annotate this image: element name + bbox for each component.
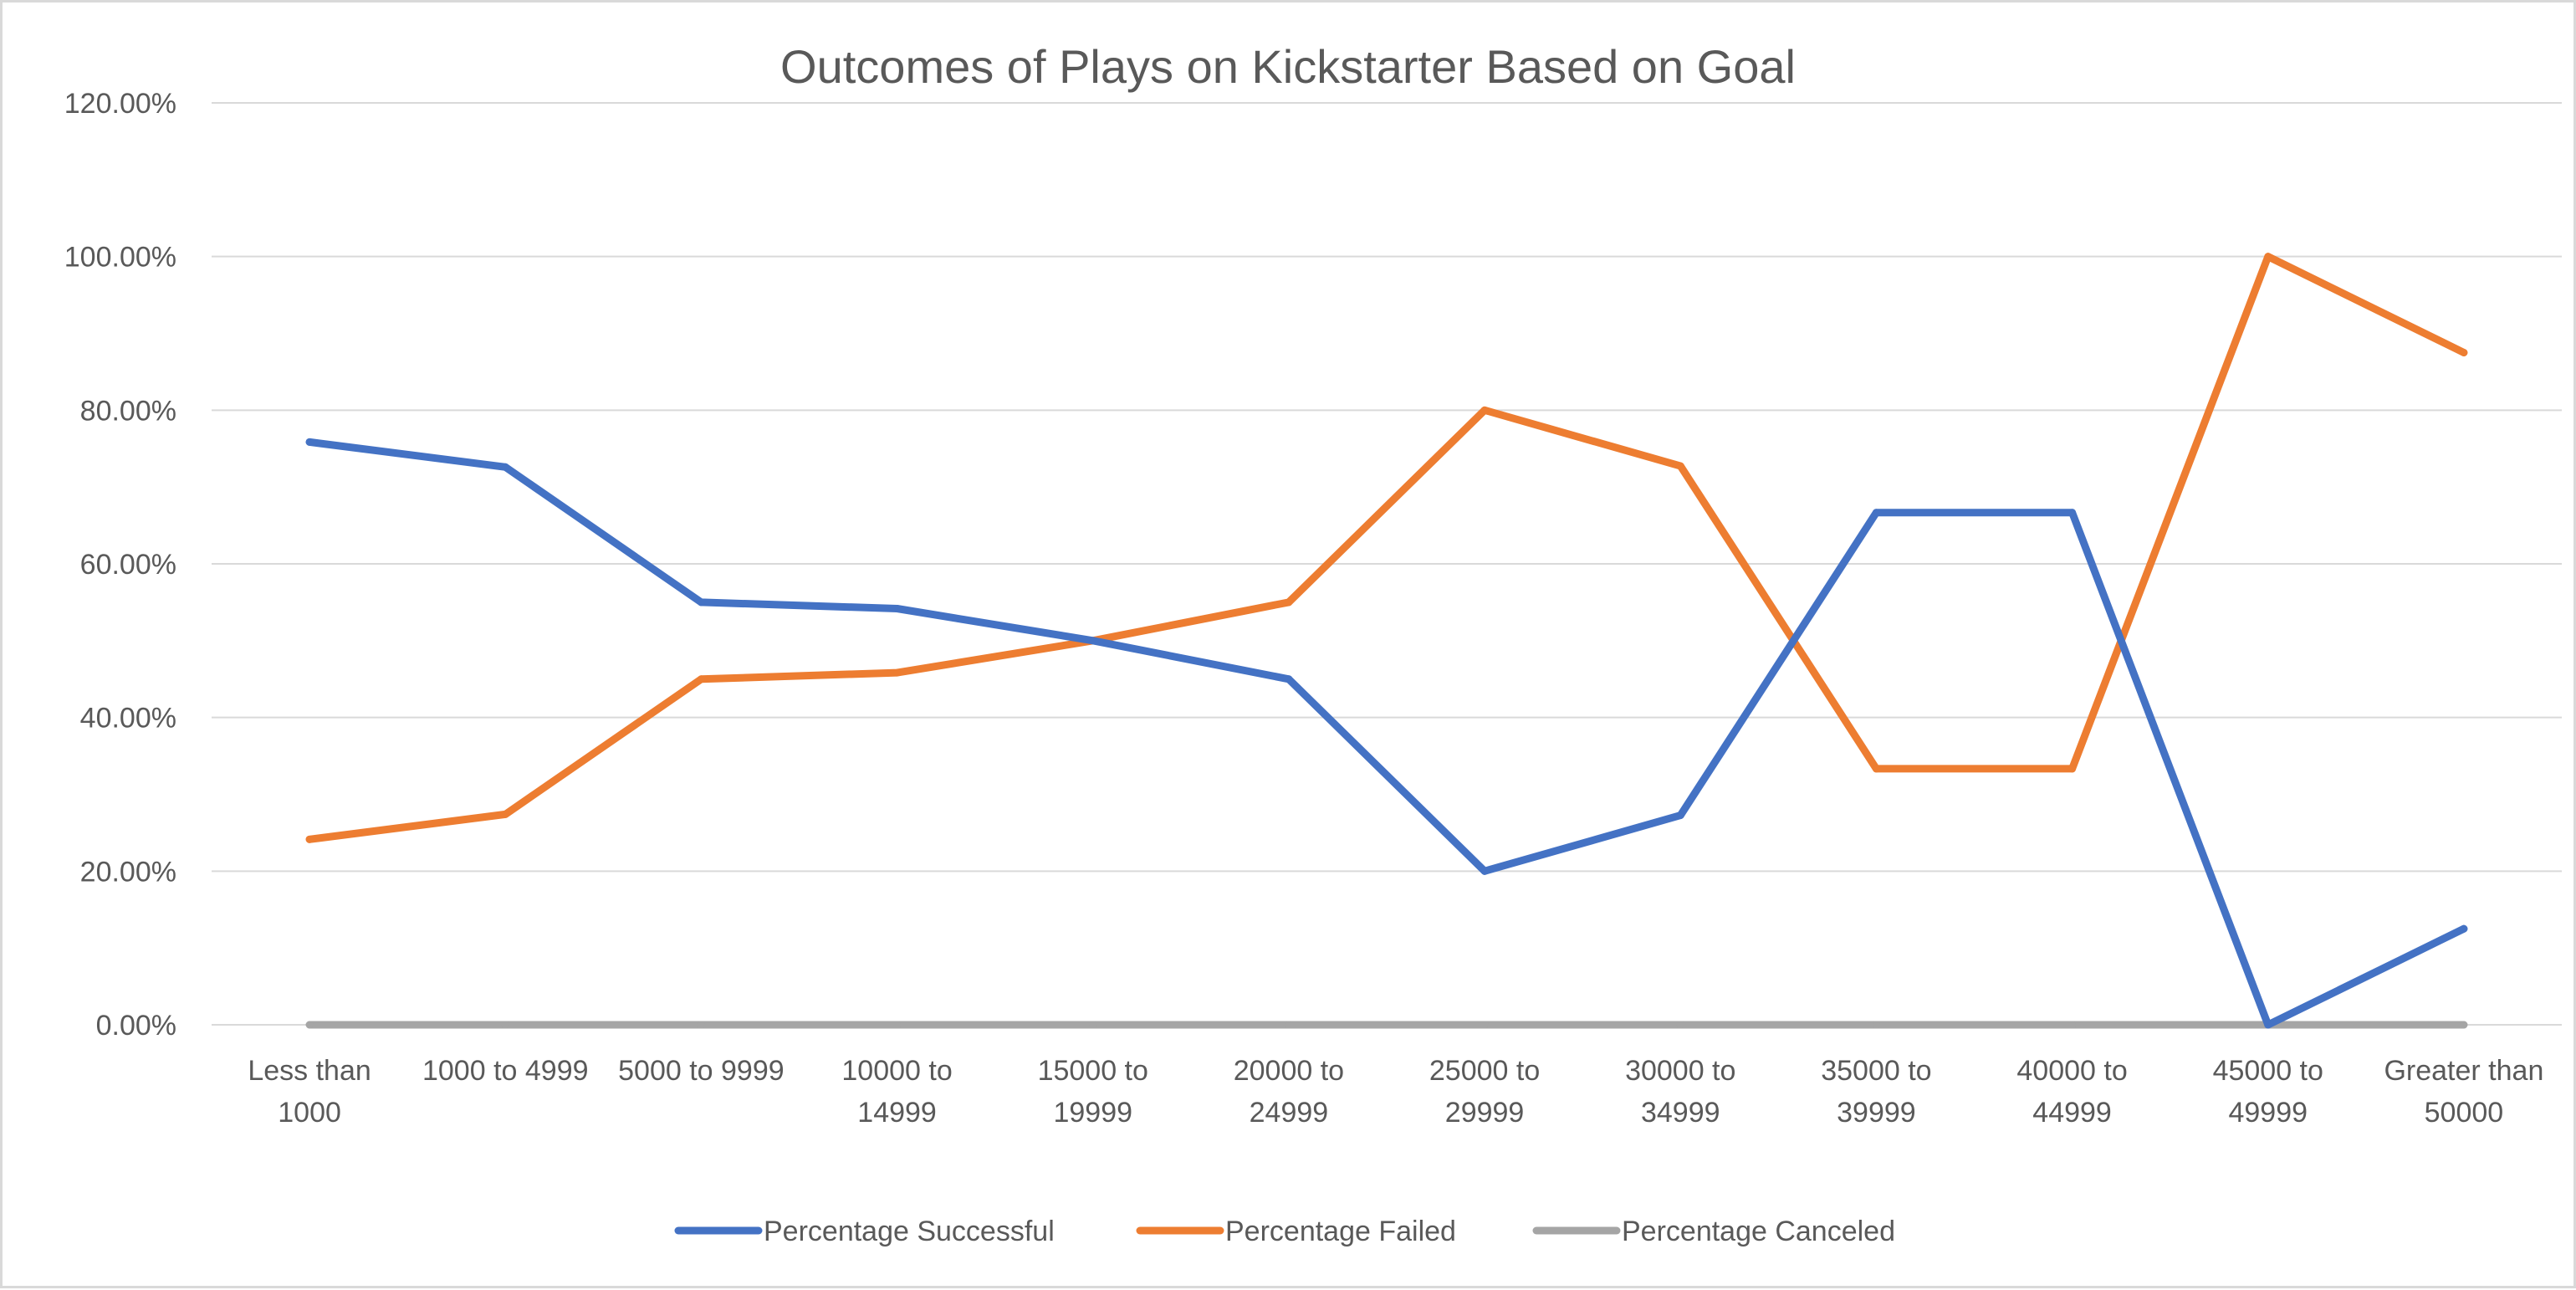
- data-point: [2068, 509, 2077, 517]
- x-tick-label-line: 50000: [2425, 1097, 2504, 1129]
- legend-label: Percentage Successful: [764, 1216, 1055, 1247]
- x-tick-label-line: 44999: [2032, 1097, 2112, 1129]
- data-point: [1089, 1021, 1097, 1029]
- data-point: [1285, 1021, 1293, 1029]
- x-tick-label-line: 19999: [1053, 1097, 1132, 1129]
- x-tick-label-line: 49999: [2228, 1097, 2308, 1129]
- x-tick-label-line: 40000 to: [2016, 1055, 2127, 1087]
- data-point: [1480, 1021, 1489, 1029]
- x-tick-label: 30000 to 34999: [1625, 1055, 1735, 1129]
- legend-label: Percentage Canceled: [1622, 1216, 1895, 1247]
- x-tick-label-line: 10000 to: [841, 1055, 952, 1087]
- data-point: [697, 598, 705, 607]
- x-tick-label-line: 15000 to: [1038, 1055, 1148, 1087]
- data-point: [2264, 253, 2272, 261]
- data-point: [2068, 1021, 2077, 1029]
- data-point: [1872, 509, 1880, 517]
- x-tick-label-line: Greater than: [2384, 1055, 2543, 1087]
- data-point: [1285, 675, 1293, 683]
- data-point: [893, 1021, 902, 1029]
- x-tick-label-line: 25000 to: [1429, 1055, 1540, 1087]
- data-point: [1285, 598, 1293, 607]
- x-tick-label-line: 1000: [278, 1097, 341, 1129]
- x-tick-label: 40000 to 44999: [2016, 1055, 2127, 1129]
- x-tick-label-line: 39999: [1837, 1097, 1916, 1129]
- series-line-percentage-successful: [305, 438, 2468, 1029]
- data-point: [305, 835, 314, 843]
- x-tick-label: 10000 to 14999: [841, 1055, 952, 1129]
- data-point: [1676, 462, 1684, 470]
- legend: Percentage Successful Percentage Failed Pe…: [674, 1216, 1895, 1247]
- data-point: [697, 675, 705, 683]
- data-point: [2460, 348, 2468, 356]
- legend-label: Percentage Failed: [1225, 1216, 1456, 1247]
- y-tick-label: 0.00%: [96, 1010, 176, 1042]
- y-tick-label: 40.00%: [80, 703, 176, 735]
- data-point: [697, 1021, 705, 1029]
- y-tick-label: 20.00%: [80, 856, 176, 888]
- x-tick-label-line: 1000 to 4999: [422, 1055, 589, 1087]
- line-chart: Outcomes of Plays on Kickstarter Based o…: [64, 40, 2562, 1247]
- data-point: [1480, 867, 1489, 875]
- data-point: [501, 463, 509, 471]
- data-point: [2068, 765, 2077, 773]
- x-tick-label: 25000 to 29999: [1429, 1055, 1540, 1129]
- x-tick-label: 45000 to 49999: [2213, 1055, 2323, 1129]
- series-line-percentage-failed: [305, 253, 2468, 843]
- data-point: [2460, 1021, 2468, 1029]
- y-tick-label: 80.00%: [80, 395, 176, 427]
- y-tick-label: 100.00%: [64, 242, 176, 274]
- data-point: [501, 810, 509, 818]
- x-tick-label: 5000 to 9999: [618, 1055, 785, 1087]
- x-tick-label: 1000 to 4999: [422, 1055, 589, 1087]
- x-tick-label-line: 45000 to: [2213, 1055, 2323, 1087]
- x-axis: Less than 1000 1000 to 4999 5000 to 9999 100…: [248, 1055, 2543, 1129]
- data-point: [501, 1021, 509, 1029]
- x-tick-label-line: Less than: [248, 1055, 371, 1087]
- x-tick-label-line: 34999: [1641, 1097, 1720, 1129]
- data-point: [893, 668, 902, 677]
- y-tick-label: 120.00%: [64, 88, 176, 120]
- data-point: [1480, 406, 1489, 414]
- data-point: [2460, 924, 2468, 933]
- y-tick-label: 60.00%: [80, 549, 176, 581]
- x-tick-label-line: 14999: [857, 1097, 937, 1129]
- x-tick-label: 20000 to 24999: [1234, 1055, 1344, 1129]
- y-axis: 0.00% 20.00% 40.00% 60.00% 80.00% 100.00% 120.…: [64, 88, 176, 1042]
- x-tick-label: 35000 to 39999: [1821, 1055, 1931, 1129]
- x-tick-label: 15000 to 19999: [1038, 1055, 1148, 1129]
- x-tick-label-line: 5000 to 9999: [618, 1055, 785, 1087]
- series-lines: [305, 253, 2468, 1029]
- x-tick-label-line: 30000 to: [1625, 1055, 1735, 1087]
- data-point: [1872, 1021, 1880, 1029]
- data-point: [1872, 765, 1880, 773]
- data-point: [1089, 637, 1097, 645]
- x-tick-label-line: 29999: [1445, 1097, 1525, 1129]
- x-tick-label: Greater than 50000: [2384, 1055, 2543, 1129]
- data-point: [2264, 1021, 2272, 1029]
- data-point: [1676, 1021, 1684, 1029]
- x-tick-label-line: 35000 to: [1821, 1055, 1931, 1087]
- data-point: [1676, 811, 1684, 820]
- data-point: [305, 438, 314, 446]
- x-tick-label-line: 20000 to: [1234, 1055, 1344, 1087]
- data-point: [305, 1021, 314, 1029]
- x-tick-label: Less than 1000: [248, 1055, 371, 1129]
- x-tick-label-line: 24999: [1250, 1097, 1329, 1129]
- chart-title: Outcomes of Plays on Kickstarter Based o…: [780, 40, 1796, 93]
- data-point: [893, 605, 902, 613]
- gridlines: [212, 102, 2562, 1026]
